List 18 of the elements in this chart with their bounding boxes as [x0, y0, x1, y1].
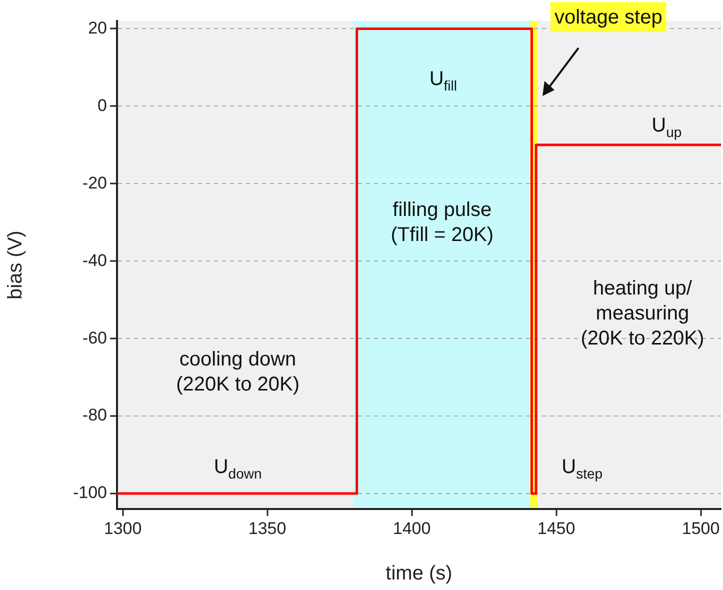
annotation: heating up/ measuring (20K to 220K): [580, 277, 704, 350]
y-tick-label: -60: [82, 328, 107, 348]
y-tick-label: 20: [88, 18, 107, 38]
y-tick-label: -80: [82, 406, 107, 425]
band-label: filling pulse (Tfill = 20K): [390, 199, 494, 246]
y-tick-label: -40: [82, 250, 107, 270]
x-tick-label: 1450: [537, 518, 576, 538]
band-label: voltage step: [554, 6, 662, 29]
x-tick-label: 1400: [392, 518, 431, 538]
x-tick-label: 1350: [248, 518, 286, 538]
x-tick-label: 1500: [682, 518, 720, 538]
y-tick-label: -100: [72, 483, 107, 502]
x-axis-title: time (s): [386, 562, 452, 585]
x-tick-label: 1300: [104, 518, 142, 538]
y-tick-label: 0: [98, 96, 107, 115]
y-tick-label: -20: [82, 173, 107, 192]
annotation: cooling down (220K to 20K): [176, 348, 300, 396]
y-axis-title: bias (V): [4, 230, 27, 300]
